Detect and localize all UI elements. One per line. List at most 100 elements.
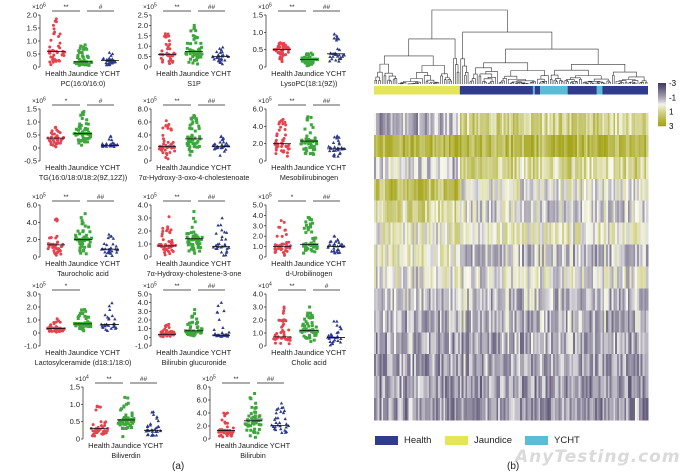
heatmap-cell	[406, 244, 410, 267]
point	[279, 401, 284, 405]
heatmap-cell	[576, 376, 579, 399]
point	[190, 314, 194, 318]
heatmap-cell	[600, 113, 603, 136]
heatmap-cell	[516, 222, 519, 245]
heatmap-cell	[454, 288, 457, 311]
heatmap-cell	[490, 244, 494, 267]
heatmap-cell	[565, 200, 568, 223]
heatmap-cell	[485, 222, 488, 245]
heatmap-cell	[622, 376, 625, 399]
point	[46, 247, 50, 251]
heatmap-cell	[646, 222, 649, 245]
heatmap-cell	[472, 244, 475, 267]
point	[214, 243, 218, 247]
heatmap-figure: -3-113	[374, 9, 677, 421]
heatmap-cell	[452, 266, 455, 289]
heatmap-cell	[394, 134, 397, 158]
y-tick-label: 1.5	[253, 11, 263, 20]
heatmap-cell	[551, 310, 554, 333]
group-label: Health	[88, 441, 110, 450]
heatmap-cell	[591, 332, 594, 355]
heatmap-cell	[459, 332, 462, 355]
heatmap-cell	[598, 134, 601, 158]
heatmap-cell	[516, 178, 519, 202]
group-label: YCHT	[211, 163, 232, 172]
point	[315, 141, 319, 145]
heatmap-cell	[563, 178, 567, 202]
heatmap-cell	[447, 332, 450, 355]
group-label: YCHT	[100, 259, 121, 268]
legend-health: Health	[375, 434, 431, 446]
heatmap-cell	[458, 113, 461, 136]
heatmap-cell	[631, 134, 634, 158]
heatmap-cell	[454, 398, 457, 421]
heatmap-cell	[591, 354, 594, 377]
heatmap-cell	[483, 178, 486, 202]
point	[336, 138, 341, 142]
heatmap-cell	[434, 244, 437, 267]
heatmap-cell	[425, 376, 428, 399]
heatmap-cell	[622, 156, 625, 180]
heatmap-cell	[576, 398, 579, 421]
heatmap-cell	[452, 332, 455, 355]
heatmap-cell	[571, 376, 574, 399]
heatmap-cell	[509, 266, 512, 289]
group-label: Jaundice	[179, 69, 209, 78]
point	[162, 139, 166, 143]
heatmap-cell	[616, 288, 620, 311]
heatmap-cell	[377, 354, 380, 377]
multiplier-base: ×10	[143, 4, 154, 11]
point	[110, 301, 114, 305]
significance-mark: #	[325, 283, 329, 290]
heatmap-cell	[476, 156, 479, 180]
heatmap-cell	[459, 266, 462, 289]
point	[279, 331, 283, 335]
point	[100, 141, 105, 145]
point	[190, 225, 194, 229]
group-label: Jaundice	[68, 259, 98, 268]
heatmap-cell	[622, 134, 625, 158]
point	[199, 41, 203, 45]
heatmap-cell	[465, 266, 468, 289]
heatmap-cell	[626, 354, 629, 377]
heatmap-cell	[485, 266, 488, 289]
heatmap-cell	[609, 244, 612, 267]
heatmap-cell	[591, 244, 594, 267]
point	[84, 237, 88, 241]
point	[305, 134, 309, 138]
heatmap-cell	[516, 113, 519, 136]
heatmap-cell	[637, 156, 640, 180]
heatmap-cell	[604, 156, 607, 180]
heatmap-cell	[430, 398, 433, 421]
point	[282, 409, 287, 413]
point	[337, 240, 341, 244]
heatmap-cell	[543, 134, 547, 158]
point	[52, 27, 56, 31]
point	[121, 426, 125, 430]
point	[122, 405, 126, 409]
heatmap-cell	[397, 288, 400, 311]
heatmap-cell	[553, 200, 556, 223]
heatmap-cell	[452, 200, 455, 223]
point	[274, 416, 278, 420]
point	[78, 122, 82, 126]
y-axis-multiplier: ×105	[258, 97, 272, 106]
heatmap-cell	[525, 200, 528, 223]
heatmap-cell	[503, 376, 506, 399]
heatmap-cell	[377, 398, 380, 421]
point	[54, 17, 58, 21]
heatmap-cell	[425, 288, 428, 311]
heatmap-cell	[481, 200, 484, 223]
heatmap-cell	[434, 354, 437, 377]
point	[195, 58, 199, 62]
heatmap-cell	[536, 354, 539, 377]
heatmap-cell	[563, 398, 567, 421]
point	[54, 236, 58, 240]
point	[54, 145, 58, 149]
heatmap-cell	[492, 332, 495, 355]
heatmap-cell	[479, 222, 483, 245]
heatmap-cell	[569, 200, 572, 223]
heatmap-cell	[436, 178, 439, 202]
heatmap-cell	[642, 113, 645, 136]
heatmap-cell	[611, 244, 614, 267]
